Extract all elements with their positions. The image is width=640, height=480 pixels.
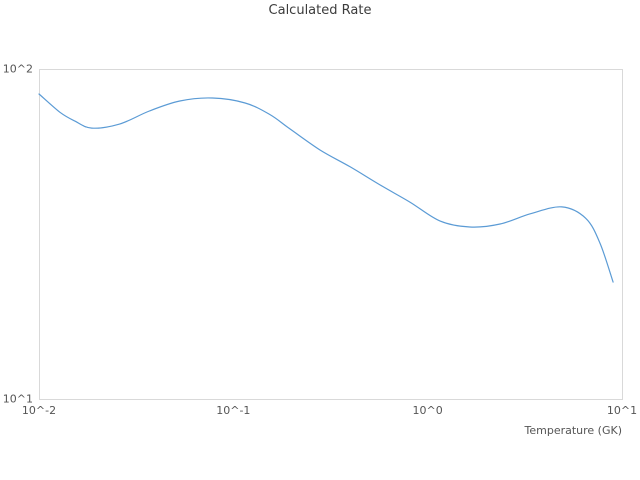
x-tick-label: 10^0 — [412, 404, 443, 417]
x-tick-label: 10^1 — [606, 404, 638, 417]
x-tick-label: 10^-1 — [216, 404, 251, 417]
calculated-rate-line — [38, 93, 614, 283]
chart-title: Calculated Rate — [268, 3, 372, 18]
y-tick-label: 10^1 — [2, 392, 33, 406]
rate-curve-plot — [38, 93, 614, 283]
x-tick-label: 10^-2 — [21, 404, 57, 417]
plot-area — [39, 69, 623, 400]
x-axis-label: Temperature (GK) — [524, 424, 623, 437]
y-tick-label: 10^2 — [2, 62, 33, 76]
